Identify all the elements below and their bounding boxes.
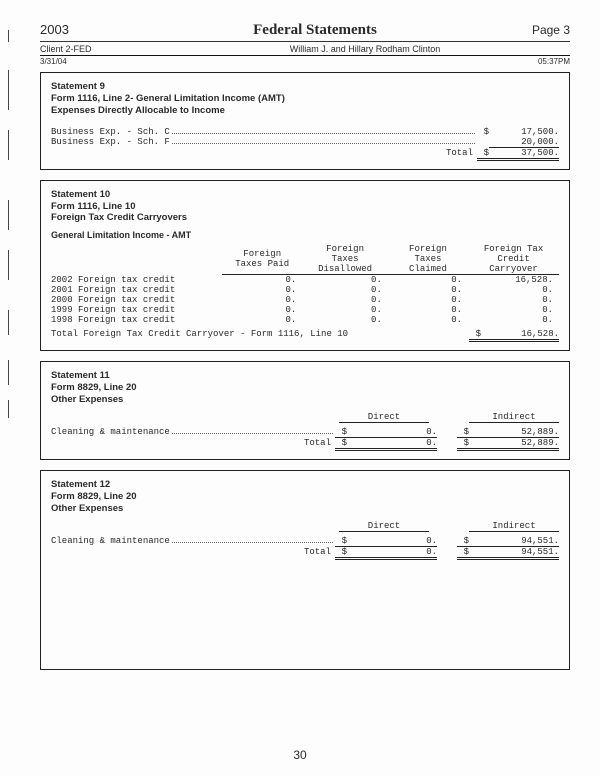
stmt12-row-label: Cleaning & maintenance bbox=[51, 536, 170, 546]
client-row: Client 2-FED William J. and Hillary Rodh… bbox=[40, 42, 570, 56]
stmt10-row-4: 1998 Foreign tax credit0.0.0.0. bbox=[51, 315, 559, 325]
stmt11-col-direct: Direct bbox=[339, 412, 429, 423]
stmt10-total-label: Total Foreign Tax Credit Carryover - For… bbox=[51, 329, 348, 339]
stmt11-total-row: Total $ 0. $ 52,889. bbox=[51, 438, 559, 451]
stmt11-indirect: 52,889. bbox=[469, 427, 559, 438]
stmt9-row-1-value: 20,000. bbox=[489, 137, 559, 148]
statement-11-box: Statement 11 Form 8829, Line 20 Other Ex… bbox=[40, 361, 570, 460]
currency: $ bbox=[477, 127, 489, 137]
stmt12-total-row: Total $ 0. $ 94,551. bbox=[51, 547, 559, 560]
stmt11-total-indirect: 52,889. bbox=[469, 438, 559, 451]
stmt9-row-0-value: 17,500. bbox=[489, 127, 559, 137]
stmt12-col-indirect: Indirect bbox=[469, 521, 559, 532]
stmt9-total-value: 37,500. bbox=[489, 148, 559, 161]
stmt10-heading: Statement 10 Form 1116, Line 10 Foreign … bbox=[51, 189, 559, 225]
statement-9-box: Statement 9 Form 1116, Line 2- General L… bbox=[40, 72, 570, 170]
print-time: 05:37PM bbox=[538, 57, 570, 66]
stmt10-total-value: 16,528. bbox=[481, 329, 559, 342]
currency: $ bbox=[469, 329, 481, 342]
stmt9-total-label: Total bbox=[446, 148, 477, 158]
statement-10-box: Statement 10 Form 1116, Line 10 Foreign … bbox=[40, 180, 570, 352]
stmt10-row-2: 2000 Foreign tax credit0.0.0.0. bbox=[51, 295, 559, 305]
client-code: Client 2-FED bbox=[40, 44, 160, 54]
print-date: 3/31/04 bbox=[40, 57, 67, 66]
page-label: Page 3 bbox=[510, 23, 570, 37]
stmt9-row-0-label: Business Exp. - Sch. C bbox=[51, 127, 170, 137]
doc-title: Federal Statements bbox=[120, 22, 510, 39]
taxpayer-names: William J. and Hillary Rodham Clinton bbox=[160, 44, 570, 54]
stmt11-col-indirect: Indirect bbox=[469, 412, 559, 423]
stmt12-row: Cleaning & maintenance $ 0. $ 94,551. bbox=[51, 536, 559, 547]
stmt12-direct: 0. bbox=[347, 536, 437, 547]
stmt10-total-row: Total Foreign Tax Credit Carryover - For… bbox=[51, 329, 559, 342]
stmt12-indirect: 94,551. bbox=[469, 536, 559, 547]
stmt12-total-indirect: 94,551. bbox=[469, 547, 559, 560]
stmt10-subhead: General Limitation Income - AMT bbox=[51, 230, 559, 240]
page-container: 2003 Federal Statements Page 3 Client 2-… bbox=[0, 0, 600, 690]
stmt11-total-direct: 0. bbox=[347, 438, 437, 451]
stmt11-row: Cleaning & maintenance $ 0. $ 52,889. bbox=[51, 427, 559, 438]
stmt12-col-direct: Direct bbox=[339, 521, 429, 532]
stmt10-table: ForeignTaxes Paid ForeignTaxesDisallowed… bbox=[51, 244, 559, 325]
stmt10-row-1: 2001 Foreign tax credit0.0.0.0. bbox=[51, 285, 559, 295]
stmt11-total-label: Total bbox=[304, 438, 335, 448]
stmt9-row-1-label: Business Exp. - Sch. F bbox=[51, 137, 170, 147]
stmt12-heading: Statement 12 Form 8829, Line 20 Other Ex… bbox=[51, 479, 559, 515]
stmt9-row-1: Business Exp. - Sch. F 20,000. bbox=[51, 137, 559, 148]
stmt9-total-row: Total $ 37,500. bbox=[51, 148, 559, 161]
currency: $ bbox=[477, 148, 489, 161]
stmt12-cols: Direct Indirect bbox=[51, 521, 559, 532]
stmt10-row-0: 2002 Foreign tax credit0.0.0.16,528. bbox=[51, 275, 559, 286]
stmt12-total-direct: 0. bbox=[347, 547, 437, 560]
stmt11-direct: 0. bbox=[347, 427, 437, 438]
stmt10-row-3: 1999 Foreign tax credit0.0.0.0. bbox=[51, 305, 559, 315]
stmt12-total-label: Total bbox=[304, 547, 335, 557]
meta-row: 3/31/04 05:37PM bbox=[40, 56, 570, 72]
stmt11-row-label: Cleaning & maintenance bbox=[51, 427, 170, 437]
stmt9-heading: Statement 9 Form 1116, Line 2- General L… bbox=[51, 81, 559, 117]
statement-12-box: Statement 12 Form 8829, Line 20 Other Ex… bbox=[40, 470, 570, 670]
stmt9-row-0: Business Exp. - Sch. C $ 17,500. bbox=[51, 127, 559, 137]
tax-year: 2003 bbox=[40, 22, 120, 37]
header-row: 2003 Federal Statements Page 3 bbox=[40, 22, 570, 42]
stmt11-heading: Statement 11 Form 8829, Line 20 Other Ex… bbox=[51, 370, 559, 406]
page-number: 30 bbox=[0, 748, 600, 762]
stmt11-cols: Direct Indirect bbox=[51, 412, 559, 423]
